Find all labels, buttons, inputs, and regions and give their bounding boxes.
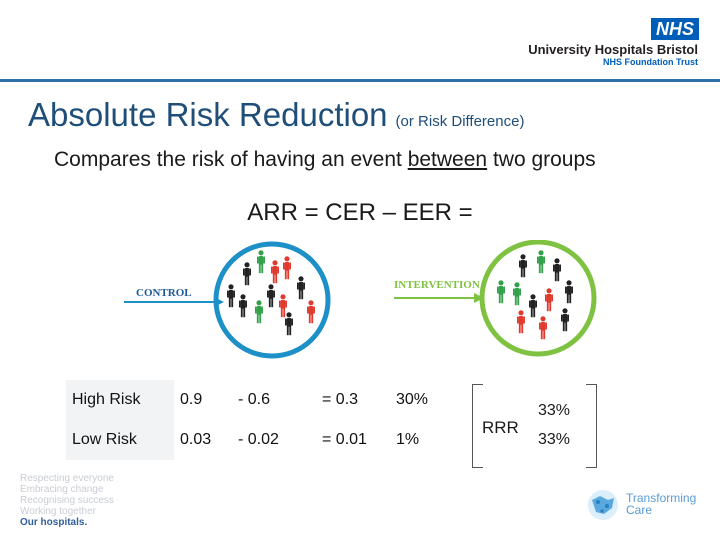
- rrr-bracket-right: [586, 384, 597, 468]
- risk-table: High Risk 0.9 - 0.6 = 0.3 30% Low Risk 0…: [66, 380, 448, 460]
- table-row: High Risk 0.9 - 0.6 = 0.3 30%: [66, 380, 448, 420]
- row-label: High Risk: [66, 380, 174, 420]
- tc-line2: Care: [626, 503, 653, 517]
- rrr-value-low: 33%: [538, 431, 571, 448]
- org-name: University Hospitals Bristol: [528, 42, 698, 57]
- control-circle: [213, 241, 331, 359]
- control-intervention-diagram: CONTROL INTERVENTION: [124, 240, 597, 359]
- control-people: [227, 250, 315, 336]
- intervention-label: INTERVENTION: [394, 279, 480, 291]
- arr-value: = 0.01: [322, 431, 367, 448]
- intervention-people: [497, 250, 573, 340]
- transforming-care-logo-text: Transforming Care: [626, 492, 696, 516]
- subtitle-before: Compares the risk of having an event: [54, 148, 408, 171]
- org-subtitle: NHS Foundation Trust: [603, 57, 698, 67]
- tc-line1: Transforming: [626, 491, 697, 505]
- intervention-circle: [479, 240, 597, 357]
- cer-value: 0.9: [180, 391, 203, 408]
- title-sub: (or Risk Difference): [395, 113, 525, 130]
- arr-percent: 1%: [396, 431, 420, 448]
- nhs-logo: NHS: [651, 18, 699, 40]
- table-row: Low Risk 0.03 - 0.02 = 0.01 1%: [66, 420, 448, 460]
- arr-value: = 0.3: [322, 391, 359, 408]
- value-line: Embracing change: [20, 484, 104, 495]
- arr-percent: 30%: [396, 391, 429, 408]
- header-divider: [0, 79, 720, 82]
- value-line: Working together: [20, 506, 96, 517]
- intervention-arrowhead: [474, 293, 484, 303]
- rrr-label: RRR: [482, 418, 519, 437]
- subtitle-emphasis: between: [407, 148, 488, 171]
- subtitle-after: two groups: [487, 148, 596, 171]
- formula: ARR = CER – EER =: [247, 199, 473, 226]
- value-line: Respecting everyone: [20, 473, 114, 484]
- trust-values: Respecting everyone Embracing change Rec…: [20, 473, 114, 528]
- rrr-bracket-left: [472, 384, 483, 468]
- slide-subtitle: Compares the risk of having an event bet…: [54, 148, 596, 172]
- eer-value: - 0.6: [238, 391, 271, 408]
- cer-value: 0.03: [180, 431, 212, 448]
- title-main: Absolute Risk Reduction: [28, 96, 388, 133]
- value-line: Recognising success: [20, 495, 114, 506]
- control-label: CONTROL: [136, 287, 192, 299]
- row-label: Low Risk: [66, 420, 174, 460]
- eer-value: - 0.02: [238, 431, 279, 448]
- slide-title: Absolute Risk Reduction (or Risk Differen…: [28, 96, 524, 134]
- value-line-strong: Our hospitals.: [20, 517, 88, 528]
- globe-icon: [588, 490, 618, 520]
- rrr-value-high: 33%: [538, 402, 571, 419]
